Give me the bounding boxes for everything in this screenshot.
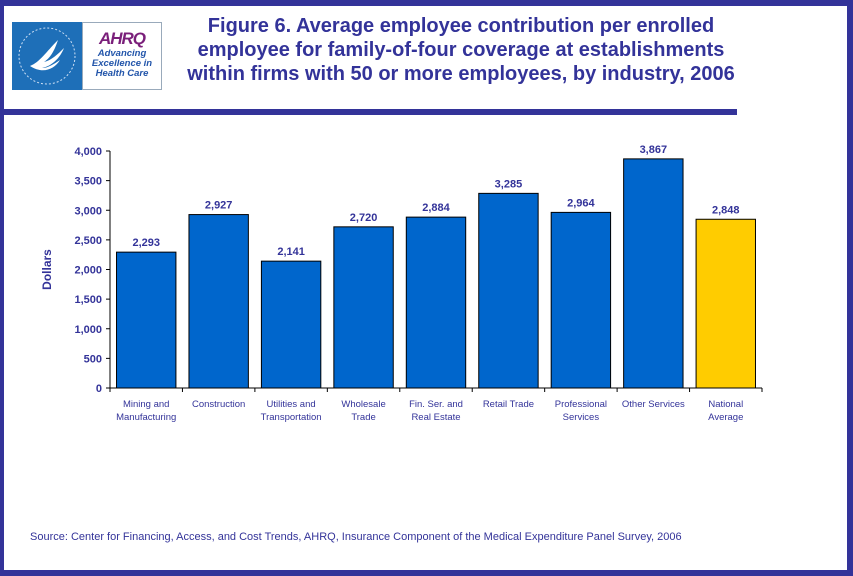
y-tick-label: 2,500 — [74, 235, 102, 247]
bar — [623, 158, 684, 389]
x-category-label: Other Services — [622, 399, 685, 410]
y-tick-label: 1,500 — [74, 294, 102, 306]
hhs-eagle-icon — [12, 22, 82, 90]
title-line-2: employee for family-of-four coverage at … — [197, 39, 725, 61]
x-category-label: Retail Trade — [483, 399, 534, 410]
chart-title: Figure 6. Average employee contribution … — [176, 14, 746, 86]
bar — [333, 226, 394, 389]
ahrq-mark: AHRQ — [98, 29, 146, 48]
logo: AHRQ Advancing Excellence in Health Care — [12, 22, 162, 90]
y-axis-title: Dollars — [40, 249, 54, 290]
bar — [260, 260, 322, 389]
bar-value-label: 2,720 — [350, 212, 378, 224]
x-category-label: Trade — [351, 412, 375, 423]
frame-left — [0, 0, 4, 576]
frame-right — [847, 0, 853, 576]
ahrq-tagline-2: Excellence in — [91, 58, 153, 69]
ahrq-logo: AHRQ Advancing Excellence in Health Care — [82, 22, 162, 90]
x-category-label: Fin. Ser. and — [409, 399, 463, 410]
x-category-label: Wholesale — [341, 399, 385, 410]
bar-value-label: 2,293 — [132, 237, 160, 249]
x-category-label: Manufacturing — [116, 412, 176, 423]
bar-value-label: 2,927 — [205, 200, 233, 212]
source-note: Source: Center for Financing, Access, an… — [30, 531, 682, 543]
bar — [188, 214, 249, 389]
x-category-label: Real Estate — [411, 412, 460, 423]
bar-value-label: 2,884 — [422, 202, 450, 214]
bar — [695, 218, 756, 389]
frame-top — [0, 0, 853, 6]
y-tick-label: 0 — [96, 383, 102, 395]
frame-bottom — [0, 570, 853, 576]
bar-value-label: 2,964 — [567, 197, 595, 209]
ahrq-tagline-3: Health Care — [95, 68, 149, 79]
title-line-1: Figure 6. Average employee contribution … — [207, 15, 715, 37]
bar — [550, 211, 612, 389]
x-category-label: Transportation — [261, 412, 322, 423]
x-category-label: National — [708, 399, 743, 410]
bar-value-label: 2,141 — [277, 246, 305, 258]
ahrq-tagline-1: Advancing — [97, 48, 147, 59]
y-tick-label: 3,500 — [74, 176, 102, 188]
x-category-label: Mining and — [123, 399, 169, 410]
y-tick-label: 1,000 — [74, 324, 102, 336]
bar — [116, 251, 177, 389]
x-category-label: Average — [708, 412, 743, 423]
bar — [478, 192, 539, 389]
bar-value-label: 3,867 — [640, 144, 668, 156]
title-divider — [0, 109, 737, 115]
x-category-label: Services — [563, 412, 600, 423]
x-category-label: Professional — [555, 399, 607, 410]
bar-value-label: 3,285 — [495, 178, 523, 190]
y-tick-label: 500 — [84, 353, 102, 365]
bar-value-label: 2,848 — [712, 204, 740, 216]
y-tick-label: 4,000 — [74, 146, 102, 158]
y-tick-label: 2,000 — [74, 265, 102, 277]
title-line-3: within firms with 50 or more employees, … — [187, 63, 735, 85]
y-tick-label: 3,000 — [74, 205, 102, 217]
x-category-label: Utilities and — [267, 399, 316, 410]
x-category-label: Construction — [192, 399, 245, 410]
bar — [405, 216, 467, 389]
